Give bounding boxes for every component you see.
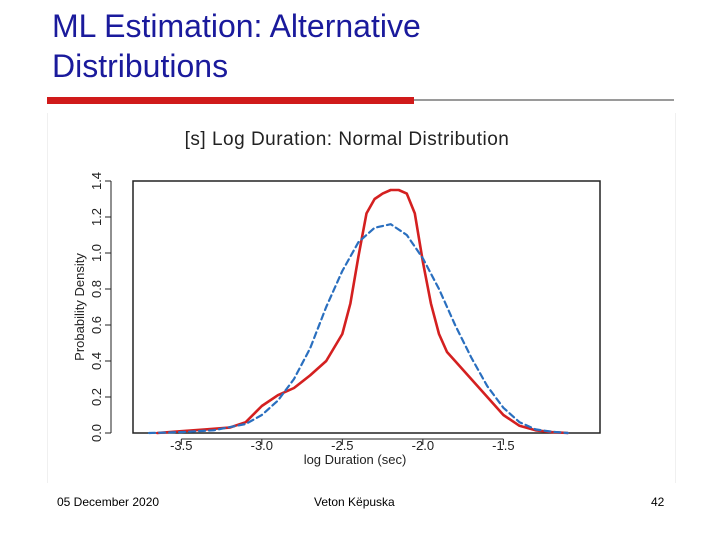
y-axis-label: Probability Density [72, 253, 87, 361]
title-divider-line [414, 99, 674, 101]
slide-title-line2: Distributions [52, 48, 229, 84]
plot-area-frame [132, 180, 601, 434]
x-tick-label: -2.0 [412, 438, 434, 453]
x-tick-label: -1.5 [492, 438, 514, 453]
y-tick-label: 1.0 [89, 244, 104, 262]
footer-page-number: 42 [651, 495, 665, 509]
y-tick-label: 0.6 [89, 316, 104, 334]
title-accent-bar [47, 97, 414, 104]
x-axis-label: log Duration (sec) [304, 452, 407, 467]
y-axis: 0.0 0.2 0.4 0.6 0.8 1.0 1.2 1.4 [89, 172, 112, 442]
fitted-normal-density-line [148, 223, 569, 435]
x-tick-label: -3.0 [251, 438, 273, 453]
empirical-density-line [155, 188, 570, 435]
x-tick-label: -2.5 [331, 438, 353, 453]
x-tick-label: -3.5 [170, 438, 192, 453]
slide-title-line1: ML Estimation: Alternative [52, 8, 421, 44]
y-tick-label: 0.2 [89, 388, 104, 406]
density-chart: [s] Log Duration: Normal Distribution 0.… [72, 129, 601, 467]
chart-image: [s] Log Duration: Normal Distribution 0.… [47, 113, 676, 483]
footer-author: Veton Këpuska [314, 495, 395, 509]
y-tick-label: 1.2 [89, 208, 104, 226]
footer-date: 05 December 2020 [57, 495, 160, 509]
y-tick-label: 0.8 [89, 280, 104, 298]
y-tick-label: 0.4 [89, 352, 104, 370]
series-group [148, 188, 570, 435]
chart-title: [s] Log Duration: Normal Distribution [185, 129, 510, 150]
slide-title: ML Estimation: Alternative Distributions [52, 6, 652, 86]
y-tick-label: 1.4 [89, 172, 104, 190]
x-axis: -3.5 -3.0 -2.5 -2.0 -1.5 [170, 438, 514, 453]
y-tick-label: 0.0 [89, 424, 104, 442]
